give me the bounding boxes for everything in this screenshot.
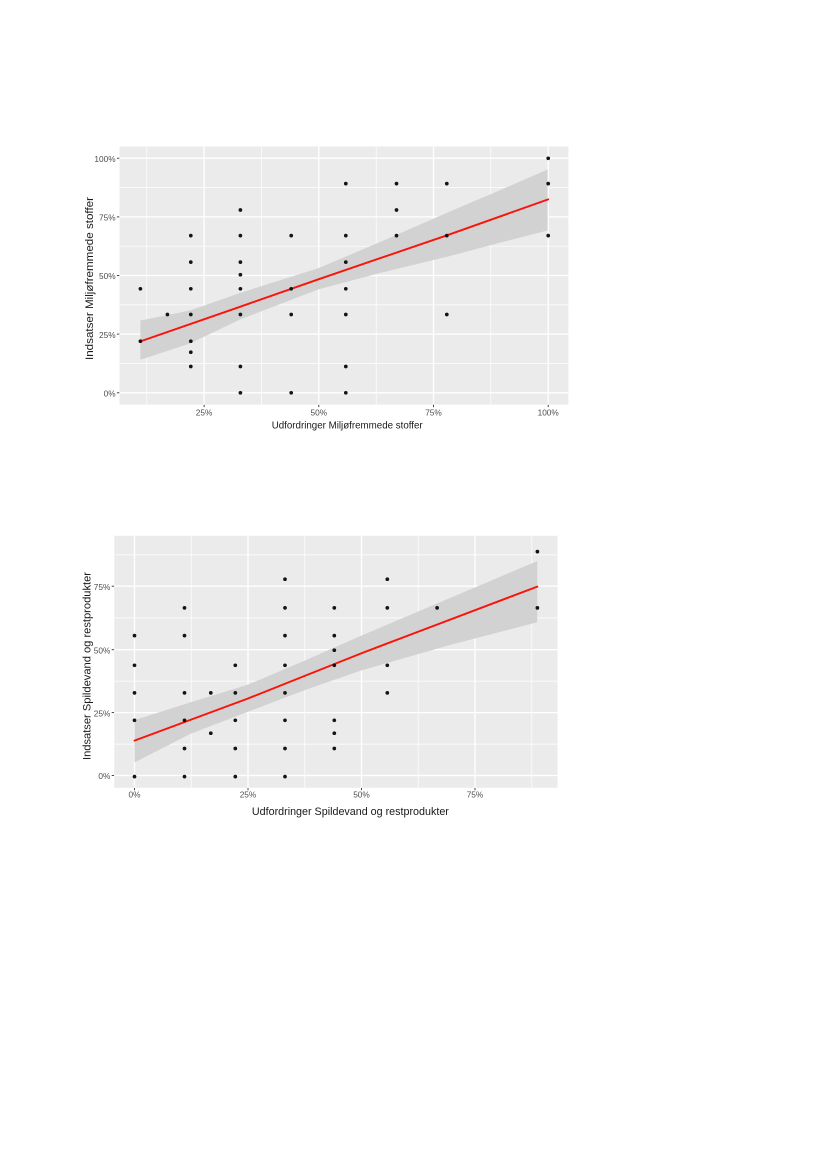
svg-text:0%: 0% xyxy=(98,771,111,781)
svg-text:50%: 50% xyxy=(310,407,327,417)
svg-text:Udfordringer Spildevand og res: Udfordringer Spildevand og restprodukter xyxy=(252,806,449,818)
svg-text:50%: 50% xyxy=(94,645,111,655)
svg-text:25%: 25% xyxy=(196,407,213,417)
svg-text:Indsatser Spildevand og restpr: Indsatser Spildevand og restprodukter xyxy=(82,572,94,760)
svg-text:25%: 25% xyxy=(99,330,116,340)
svg-text:0%: 0% xyxy=(104,389,117,399)
svg-text:Udfordringer Miljøfremmede sto: Udfordringer Miljøfremmede stoffer xyxy=(272,421,424,432)
svg-text:100%: 100% xyxy=(538,407,560,417)
svg-text:25%: 25% xyxy=(240,790,257,800)
svg-text:75%: 75% xyxy=(467,790,484,800)
svg-text:50%: 50% xyxy=(99,271,116,281)
svg-text:100%: 100% xyxy=(94,154,116,164)
svg-text:Indsatser Miljøfremmede stoffe: Indsatser Miljøfremmede stoffer xyxy=(84,197,96,360)
svg-text:75%: 75% xyxy=(94,582,111,592)
svg-text:75%: 75% xyxy=(425,407,442,417)
svg-text:25%: 25% xyxy=(94,708,111,718)
svg-text:50%: 50% xyxy=(353,790,370,800)
svg-text:0%: 0% xyxy=(129,790,142,800)
svg-text:75%: 75% xyxy=(99,213,116,223)
